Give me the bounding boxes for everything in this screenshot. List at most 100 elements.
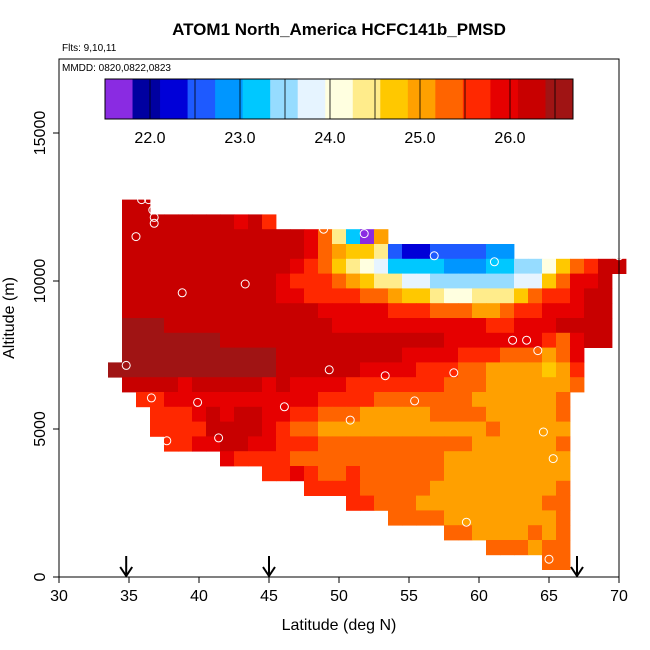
heatmap-cell [430,406,445,422]
flight-arrow-icon [262,556,276,578]
heatmap-cell [248,214,263,230]
heatmap-cell [164,288,179,304]
heatmap-cell [444,466,459,482]
heatmap-cell [416,406,431,422]
heatmap-cell [374,273,389,289]
sample-point [146,393,156,403]
heatmap-cell [150,214,165,230]
heatmap-cell [164,406,179,422]
heatmap-cell [304,480,319,496]
heatmap-cell [136,244,151,260]
heatmap-cell [346,377,361,393]
colorbar-segment [462,79,491,119]
heatmap-cell [360,318,375,334]
heatmap-cell [164,244,179,260]
heatmap-cell [388,421,403,437]
heatmap-cell [122,318,137,334]
x-tick-label: 55 [400,588,418,605]
heatmap-cell [332,258,347,274]
heatmap-cell [500,362,515,378]
heatmap-cell [164,392,179,408]
heatmap-cell [556,554,571,570]
heatmap-cell [528,466,543,482]
heatmap-cell [402,436,417,452]
heatmap-cell [430,303,445,319]
heatmap-cell [248,377,263,393]
heatmap-cell [206,347,221,363]
heatmap-cell [178,362,193,378]
heatmap-cell [444,347,459,363]
heatmap-cell [402,244,417,260]
heatmap-cell [444,510,459,526]
heatmap-cell [150,392,165,408]
heatmap-cell [514,377,529,393]
heatmap-cell [346,421,361,437]
heatmap-cell [304,377,319,393]
heatmap-cell [122,288,137,304]
heatmap-cell [220,392,235,408]
heatmap-cell [556,303,571,319]
heatmap-cell [542,258,557,274]
heatmap-cell [192,436,207,452]
heatmap-cell [486,258,501,274]
heatmap-cell [472,318,487,334]
heatmap-cell [458,392,473,408]
heatmap-cell [122,347,137,363]
heatmap-cell [542,392,557,408]
heatmap-cell [500,436,515,452]
heatmap-cell [514,288,529,304]
heatmap-cell [570,303,585,319]
heatmap-cell [150,362,165,378]
heatmap-cell [472,332,487,348]
heatmap-cell [458,525,473,541]
heatmap-cell [346,229,361,245]
heatmap-cell [556,332,571,348]
colorbar-segment [242,79,271,119]
heatmap-cell [584,288,599,304]
heatmap-cell [164,421,179,437]
heatmap-cell [374,229,389,245]
heatmap-cell [584,258,599,274]
heatmap-cell [472,362,487,378]
heatmap-cell [304,303,319,319]
heatmap-cell [178,318,193,334]
heatmap-cell [388,244,403,260]
heatmap-cell [290,258,305,274]
heatmap-cell [500,421,515,437]
heatmap-cell [150,347,165,363]
heatmap-cell [374,362,389,378]
heatmap-cell [248,436,263,452]
heatmap-cell [164,258,179,274]
heatmap-cell [178,214,193,230]
heatmap-cell [360,406,375,422]
heatmap-cell [262,451,277,467]
heatmap-cell [528,318,543,334]
heatmap-cell [514,540,529,556]
colorbar-segment [187,79,216,119]
sample-point [489,257,499,267]
heatmap-cell [192,347,207,363]
colorbar-segment [490,79,519,119]
heatmap-cell [192,244,207,260]
heatmap-cell [528,421,543,437]
heatmap-cell [360,288,375,304]
colorbar-segment [297,79,326,119]
heatmap-cell [276,258,291,274]
heatmap-cell [556,540,571,556]
heatmap-cell [304,392,319,408]
heatmap-cell [514,406,529,422]
heatmap-cell [318,258,333,274]
heatmap-cell [262,466,277,482]
heatmap-cell [402,258,417,274]
heatmap-cell [234,362,249,378]
heatmap-cell [514,510,529,526]
heatmap-cell [248,421,263,437]
dates-label: MMDD: 0820,0822,0823 [62,63,171,74]
heatmap-cell [276,436,291,452]
heatmap-cell [346,303,361,319]
heatmap-cell [416,288,431,304]
heatmap-cell [472,510,487,526]
heatmap-cell [150,318,165,334]
heatmap-cell [444,421,459,437]
heatmap-cell [318,273,333,289]
